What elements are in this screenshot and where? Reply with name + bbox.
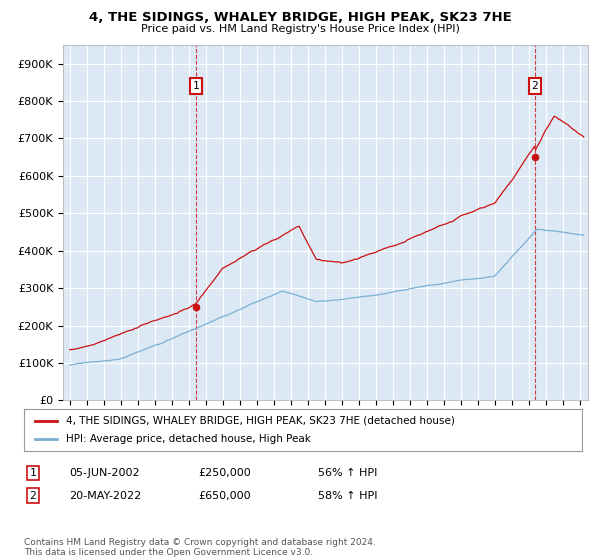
Text: 05-JUN-2002: 05-JUN-2002 [69, 468, 140, 478]
Text: 58% ↑ HPI: 58% ↑ HPI [318, 491, 377, 501]
Text: 4, THE SIDINGS, WHALEY BRIDGE, HIGH PEAK, SK23 7HE: 4, THE SIDINGS, WHALEY BRIDGE, HIGH PEAK… [89, 11, 511, 24]
Text: £250,000: £250,000 [198, 468, 251, 478]
Text: 2: 2 [532, 81, 538, 91]
Text: 56% ↑ HPI: 56% ↑ HPI [318, 468, 377, 478]
Text: Price paid vs. HM Land Registry's House Price Index (HPI): Price paid vs. HM Land Registry's House … [140, 24, 460, 34]
Text: £650,000: £650,000 [198, 491, 251, 501]
Text: Contains HM Land Registry data © Crown copyright and database right 2024.
This d: Contains HM Land Registry data © Crown c… [24, 538, 376, 557]
Text: 20-MAY-2022: 20-MAY-2022 [69, 491, 141, 501]
Text: 4, THE SIDINGS, WHALEY BRIDGE, HIGH PEAK, SK23 7HE (detached house): 4, THE SIDINGS, WHALEY BRIDGE, HIGH PEAK… [66, 416, 455, 426]
Point [191, 302, 201, 311]
Text: 1: 1 [29, 468, 37, 478]
Text: 1: 1 [193, 81, 199, 91]
Text: 2: 2 [29, 491, 37, 501]
Point [530, 153, 540, 162]
Text: HPI: Average price, detached house, High Peak: HPI: Average price, detached house, High… [66, 434, 311, 444]
